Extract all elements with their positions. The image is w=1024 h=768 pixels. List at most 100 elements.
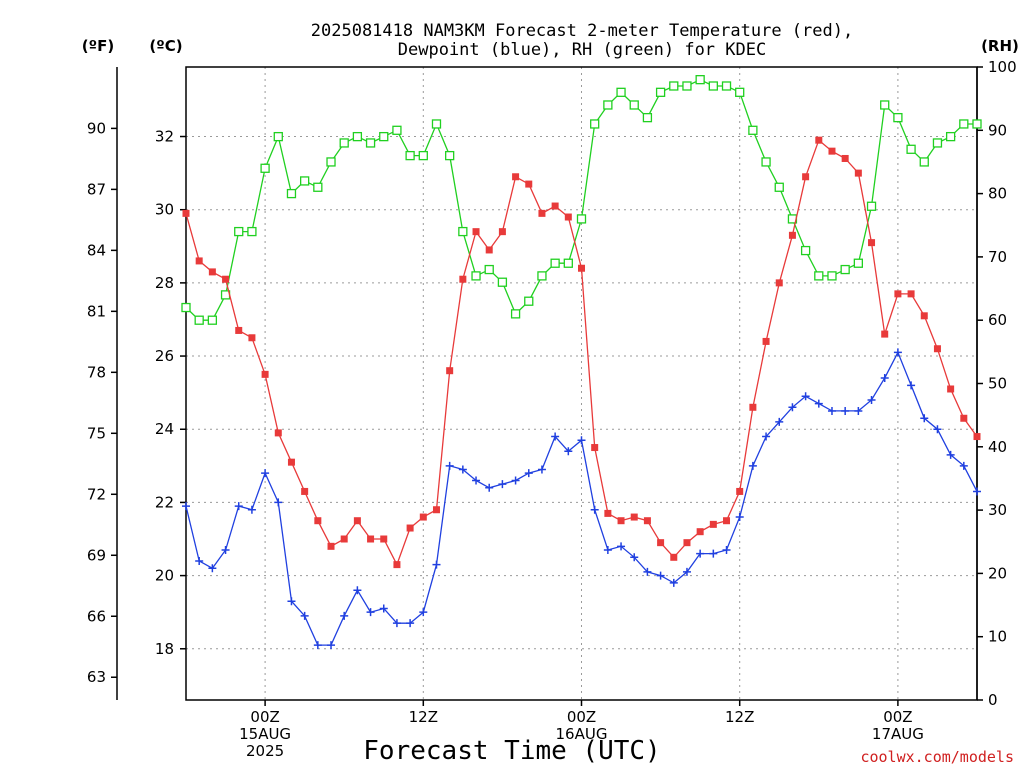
fahrenheit-tick-label: 69 <box>87 546 106 564</box>
temp-point <box>920 312 928 320</box>
rh-point <box>207 315 218 325</box>
rh-tick-label: 60 <box>988 311 1007 329</box>
plot-frame <box>185 66 978 701</box>
dewpoint-point <box>682 567 691 576</box>
dewpoint-point <box>353 586 362 595</box>
dewpoint-point <box>300 611 309 620</box>
rh-point <box>629 100 639 110</box>
temp-point <box>973 433 981 441</box>
rh-point <box>655 87 666 97</box>
temp-point <box>802 173 810 181</box>
temp-point <box>960 414 968 422</box>
dewpoint-point <box>946 450 955 459</box>
temp-point <box>327 542 335 550</box>
dewpoint-point <box>472 476 481 485</box>
temp-point <box>314 517 322 525</box>
dewpoint-point <box>748 461 757 470</box>
rh-point <box>695 75 705 85</box>
dewpoint-point <box>973 487 981 496</box>
rh-point <box>866 201 877 211</box>
temp-point <box>683 539 691 547</box>
celsius-tick-label: 24 <box>155 420 174 438</box>
data-series <box>181 75 982 650</box>
dewpoint-point <box>814 399 823 408</box>
rh-point <box>471 271 481 281</box>
x-tick-label: 17AUG <box>872 725 924 743</box>
rh-point <box>458 226 468 237</box>
fahrenheit-tick-label: 87 <box>87 180 106 198</box>
rh-point <box>510 309 521 319</box>
chart-axes <box>111 66 983 706</box>
rh-point <box>550 258 560 268</box>
rh-point <box>774 182 784 192</box>
rh-unit-label: (RH) <box>981 37 1019 55</box>
rh-point <box>932 138 943 148</box>
dewpoint-point <box>788 403 797 412</box>
rh-point <box>273 131 283 142</box>
dewpoint-point <box>630 553 639 562</box>
temp-point <box>551 202 559 210</box>
dewpoint-point <box>274 498 283 507</box>
fahrenheit-tick-label: 66 <box>87 607 106 625</box>
temp-point <box>248 334 256 342</box>
celsius-tick-label: 26 <box>155 347 174 365</box>
temp-point <box>419 513 427 521</box>
rh-point <box>669 81 679 91</box>
temp-point <box>643 517 651 525</box>
rh-point <box>405 150 415 161</box>
temp-point <box>485 246 493 254</box>
temp-point <box>472 228 480 236</box>
chart-title-line-2: Dewpoint (blue), RH (green) for KDEC <box>398 40 766 60</box>
rh-point <box>853 258 863 268</box>
temp-point <box>564 213 572 221</box>
dewpoint-point <box>379 604 388 613</box>
temp-point <box>736 487 744 495</box>
rh-point <box>945 131 956 142</box>
temp-point <box>894 290 902 298</box>
celsius-tick-label: 32 <box>155 128 174 146</box>
rh-point <box>537 271 547 281</box>
rh-point <box>735 87 745 97</box>
rh-point <box>260 163 270 173</box>
x-tick-label: 12Z <box>409 708 438 726</box>
dewpoint-point <box>195 556 204 565</box>
temp-point <box>208 268 216 276</box>
rh-point <box>972 119 982 129</box>
rh-tick-label: 90 <box>988 121 1007 139</box>
dewpoint-point <box>208 564 217 573</box>
dewpoint-point <box>182 502 190 511</box>
temp-point <box>182 209 190 217</box>
rh-point <box>484 264 494 275</box>
dewpoint-point <box>287 597 296 606</box>
rh-point <box>748 125 758 135</box>
dewpoint-point <box>551 432 560 441</box>
dewpoint-point <box>445 461 454 470</box>
x-tick-label: 00Z <box>567 708 596 726</box>
dewpoint-point <box>537 465 546 474</box>
temp-point <box>933 345 941 353</box>
x-tick-label: 2025 <box>246 742 284 760</box>
rh-point <box>392 125 402 135</box>
tick-labels: 9087848178757269666332302826242220181009… <box>87 58 1017 760</box>
temp-point <box>512 173 520 181</box>
dewpoint-point <box>247 505 256 514</box>
temp-point <box>854 169 862 177</box>
rh-point <box>286 188 297 199</box>
rh-point <box>682 81 692 91</box>
dewpoint-point <box>340 611 349 620</box>
temp-point <box>235 326 243 334</box>
temp-point <box>498 228 506 236</box>
dewpoint-point <box>643 567 652 576</box>
temp-point <box>696 528 704 536</box>
rh-point <box>906 144 916 154</box>
temp-point <box>617 517 625 525</box>
dewpoint-point <box>775 417 784 426</box>
dewpoint-point <box>498 480 507 489</box>
rh-point <box>247 226 257 237</box>
rh-point <box>194 315 204 325</box>
rh-point <box>313 182 323 192</box>
temp-point <box>604 509 612 517</box>
temp-point <box>287 458 295 466</box>
dewpoint-point <box>419 608 428 617</box>
rh-tick-label: 0 <box>988 691 998 709</box>
